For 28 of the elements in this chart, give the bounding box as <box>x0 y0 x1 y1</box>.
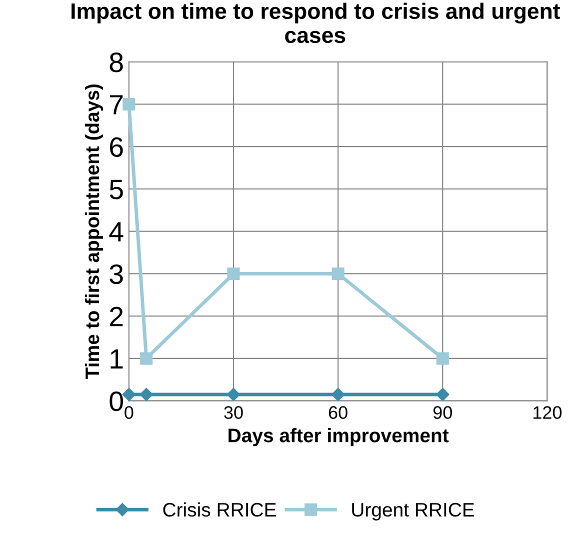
legend-label: Urgent RRICE <box>352 502 474 520</box>
x-tick-label: 120 <box>534 406 562 419</box>
x-axis-title: Days after improvement <box>228 428 449 446</box>
point <box>331 388 345 402</box>
x-tick-label: 0 <box>124 406 134 419</box>
y-tick-label: 7 <box>110 95 123 114</box>
x-tick-label: 90 <box>433 406 452 419</box>
point <box>122 388 136 402</box>
legend-label: Crisis RRICE <box>163 502 276 517</box>
y-tick-label: 1 <box>110 349 123 369</box>
point <box>140 388 153 402</box>
y-tick-label: 8 <box>110 52 123 72</box>
point <box>140 352 153 365</box>
chart-title: Impact on time to respond to crisis and urgent cases <box>72 2 560 44</box>
y-tick-label: 4 <box>109 222 124 242</box>
point <box>436 388 450 402</box>
y-tick-label: 5 <box>110 180 123 200</box>
x-tick-label: 60 <box>328 406 348 419</box>
point <box>226 388 240 402</box>
point <box>122 98 136 110</box>
point <box>227 267 240 280</box>
y-tick-label: 2 <box>110 306 123 326</box>
y-axis-title: Time to first appointment (days) <box>84 84 104 379</box>
point <box>332 267 344 280</box>
point <box>436 352 449 365</box>
y-tick-label: 6 <box>110 137 123 157</box>
y-tick-label: 3 <box>110 264 123 284</box>
x-tick-label: 30 <box>224 406 243 419</box>
